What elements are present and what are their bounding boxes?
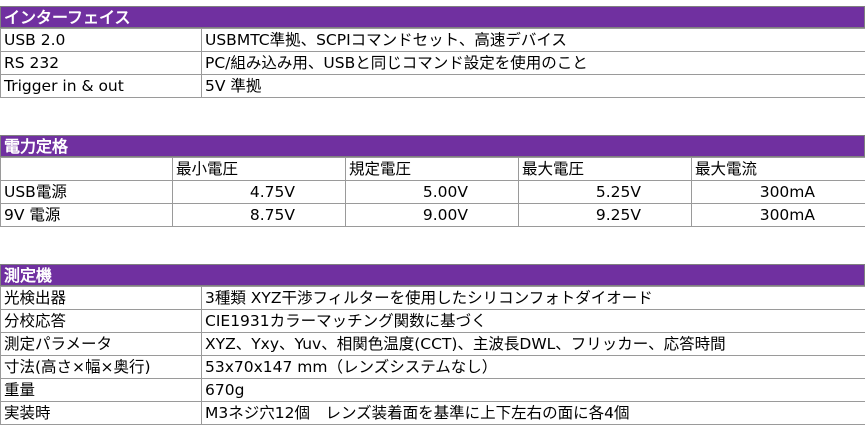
table-header-row: 最小電圧 規定電圧 最大電圧 最大電流 <box>0 157 865 181</box>
row-label: 重量 <box>0 378 202 402</box>
power-table: 最小電圧 規定電圧 最大電圧 最大電流 USB電源 4.75V 5.00V 5.… <box>0 157 865 227</box>
row-value: USBMTC準拠、SCPIコマンドセット、高速デバイス <box>201 28 865 52</box>
measurement-header: 測定機 <box>0 264 865 286</box>
table-row: Trigger in & out 5V 準拠 <box>0 74 865 98</box>
row-label: 寸法(高さ×幅×奥行) <box>0 355 202 379</box>
table-row: 光検出器 3種類 XYZ干渉フィルターを使用したシリコンフォトダイオード <box>0 286 865 310</box>
header-cell-empty <box>0 157 173 181</box>
interface-header: インターフェイス <box>0 6 865 28</box>
row-value: PC/組み込み用、USBと同じコマンド設定を使用のこと <box>201 51 865 75</box>
table-row: 分校応答 CIE1931カラーマッチング関数に基づく <box>0 309 865 333</box>
header-cell-max-voltage: 最大電圧 <box>518 157 692 181</box>
interface-section: インターフェイス USB 2.0 USBMTC準拠、SCPIコマンドセット、高速… <box>0 6 865 98</box>
cell-min-voltage: 8.75V <box>172 203 346 227</box>
row-label: 実装時 <box>0 401 202 425</box>
row-label: USB電源 <box>0 180 173 204</box>
table-row: RS 232 PC/組み込み用、USBと同じコマンド設定を使用のこと <box>0 51 865 75</box>
row-label: 9V 電源 <box>0 203 173 227</box>
table-row: USB電源 4.75V 5.00V 5.25V 300mA <box>0 180 865 204</box>
interface-table: USB 2.0 USBMTC準拠、SCPIコマンドセット、高速デバイス RS 2… <box>0 28 865 98</box>
header-cell-max-current: 最大電流 <box>691 157 865 181</box>
cell-max-voltage: 9.25V <box>518 203 692 227</box>
row-label: RS 232 <box>0 51 202 75</box>
measurement-section: 測定機 光検出器 3種類 XYZ干渉フィルターを使用したシリコンフォトダイオード… <box>0 264 865 425</box>
row-value: CIE1931カラーマッチング関数に基づく <box>201 309 865 333</box>
header-cell-rated-voltage: 規定電圧 <box>345 157 519 181</box>
table-row: USB 2.0 USBMTC準拠、SCPIコマンドセット、高速デバイス <box>0 28 865 52</box>
row-label: 光検出器 <box>0 286 202 310</box>
cell-min-voltage: 4.75V <box>172 180 346 204</box>
cell-rated-voltage: 9.00V <box>345 203 519 227</box>
header-cell-min-voltage: 最小電圧 <box>172 157 346 181</box>
power-section: 電力定格 最小電圧 規定電圧 最大電圧 最大電流 USB電源 4.75V 5.0… <box>0 135 865 227</box>
power-header: 電力定格 <box>0 135 865 157</box>
measurement-table: 光検出器 3種類 XYZ干渉フィルターを使用したシリコンフォトダイオード 分校応… <box>0 286 865 425</box>
row-label: 分校応答 <box>0 309 202 333</box>
row-value: 670g <box>201 378 865 402</box>
row-value: M3ネジ穴12個 レンズ装着面を基準に上下左右の面に各4個 <box>201 401 865 425</box>
row-label: Trigger in & out <box>0 74 202 98</box>
cell-rated-voltage: 5.00V <box>345 180 519 204</box>
table-row: 重量 670g <box>0 378 865 402</box>
table-row: 寸法(高さ×幅×奥行) 53x70x147 mm（レンズシステムなし） <box>0 355 865 379</box>
row-value: 5V 準拠 <box>201 74 865 98</box>
cell-max-current: 300mA <box>691 203 865 227</box>
row-label: USB 2.0 <box>0 28 202 52</box>
table-row: 測定パラメータ XYZ、Yxy、Yuv、相関色温度(CCT)、主波長DWL、フリ… <box>0 332 865 356</box>
row-label: 測定パラメータ <box>0 332 202 356</box>
row-value: 3種類 XYZ干渉フィルターを使用したシリコンフォトダイオード <box>201 286 865 310</box>
table-row: 9V 電源 8.75V 9.00V 9.25V 300mA <box>0 203 865 227</box>
table-row: 実装時 M3ネジ穴12個 レンズ装着面を基準に上下左右の面に各4個 <box>0 401 865 425</box>
cell-max-current: 300mA <box>691 180 865 204</box>
row-value: 53x70x147 mm（レンズシステムなし） <box>201 355 865 379</box>
cell-max-voltage: 5.25V <box>518 180 692 204</box>
row-value: XYZ、Yxy、Yuv、相関色温度(CCT)、主波長DWL、フリッカー、応答時間 <box>201 332 865 356</box>
